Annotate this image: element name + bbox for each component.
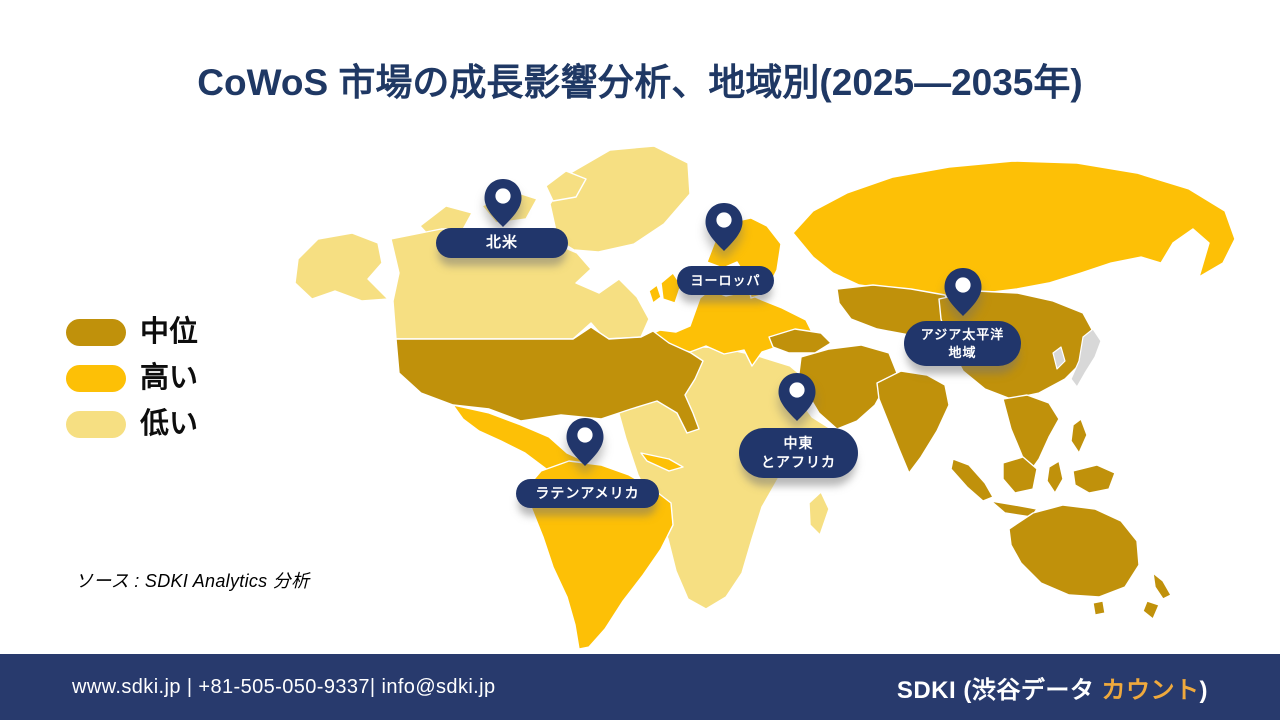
- region-tasmania: [1092, 600, 1106, 616]
- region-caribbean: [640, 452, 684, 472]
- page-title: CoWoS 市場の成長影響分析、地域別(2025—2035年): [197, 62, 1083, 103]
- map-pin-icon-latin-america: [566, 418, 604, 466]
- map-label-text: 中東: [783, 435, 814, 452]
- legend-item-low: 低い: [66, 407, 199, 440]
- footer-brand-accent: カウント: [1101, 676, 1200, 704]
- legend-item-medium: 中位: [66, 315, 199, 348]
- region-madagascar: [808, 491, 830, 536]
- region-russia: [792, 160, 1236, 298]
- region-new-zealand-north: [1152, 572, 1172, 600]
- map-label-text: とアフリカ: [761, 454, 836, 470]
- source-note: ソース : SDKI Analytics 分析: [75, 571, 310, 591]
- map-label-text: 地域: [948, 344, 977, 360]
- footer-brand: SDKI (渋谷データ カウント): [897, 670, 1208, 705]
- legend-swatch-high: [66, 364, 126, 392]
- legend-label-medium: 中位: [140, 315, 199, 348]
- footer-contact: www.sdki.jp | +81-505-050-9337| info@sdk…: [72, 675, 496, 698]
- footer-brand-prefix: SDKI (渋谷データ: [896, 676, 1102, 704]
- map-label-text: ラテンアメリカ: [535, 485, 640, 502]
- region-india: [876, 370, 950, 474]
- map-label-north-america: 北米: [436, 228, 568, 258]
- region-greenland: [549, 145, 691, 253]
- legend-label-high: 高い: [140, 361, 199, 394]
- region-usa: [395, 326, 704, 434]
- region-philippines: [1070, 418, 1088, 454]
- legend-label-low: 低い: [140, 407, 199, 440]
- map-label-europe: ヨーロッパ: [677, 266, 774, 295]
- map-label-text: ヨーロッパ: [690, 272, 761, 288]
- region-korea: [1052, 346, 1066, 370]
- region-turkey: [768, 328, 832, 354]
- map-label-middle-east-africa: 中東 とアフリカ: [739, 428, 858, 478]
- map-pin-icon-north-america: [484, 179, 522, 227]
- region-ireland: [648, 284, 662, 304]
- region-new-guinea: [1072, 464, 1116, 494]
- region-south-america: [528, 460, 674, 650]
- region-australia: [1008, 504, 1140, 598]
- region-arctic-islands-3: [545, 170, 587, 202]
- legend-item-high: 高い: [66, 361, 199, 394]
- footer-brand-suffix: ): [1199, 676, 1208, 704]
- map-label-text: アジア太平洋: [920, 326, 1005, 342]
- legend-swatch-medium: [66, 318, 126, 346]
- region-sulawesi: [1046, 460, 1064, 494]
- map-pin-icon-europe: [705, 203, 743, 251]
- region-japan: [1070, 328, 1102, 388]
- footer-bar: www.sdki.jp | +81-505-050-9337| info@sdk…: [0, 654, 1280, 720]
- region-sumatra: [950, 458, 994, 502]
- region-alaska: [294, 232, 389, 302]
- map-label-asia-pacific: アジア太平洋 地域: [904, 321, 1021, 366]
- map-pin-icon-middle-east-africa: [778, 373, 816, 421]
- map-pin-icon-asia-pacific: [944, 268, 982, 316]
- legend: 中位 高い 低い: [66, 315, 199, 456]
- region-borneo: [1002, 456, 1038, 494]
- map-label-text: 北米: [485, 233, 518, 251]
- region-southeast-asia: [1002, 394, 1060, 474]
- map-label-latin-america: ラテンアメリカ: [516, 479, 659, 508]
- region-uk: [660, 272, 682, 304]
- region-new-zealand-south: [1142, 600, 1160, 620]
- legend-swatch-low: [66, 410, 126, 438]
